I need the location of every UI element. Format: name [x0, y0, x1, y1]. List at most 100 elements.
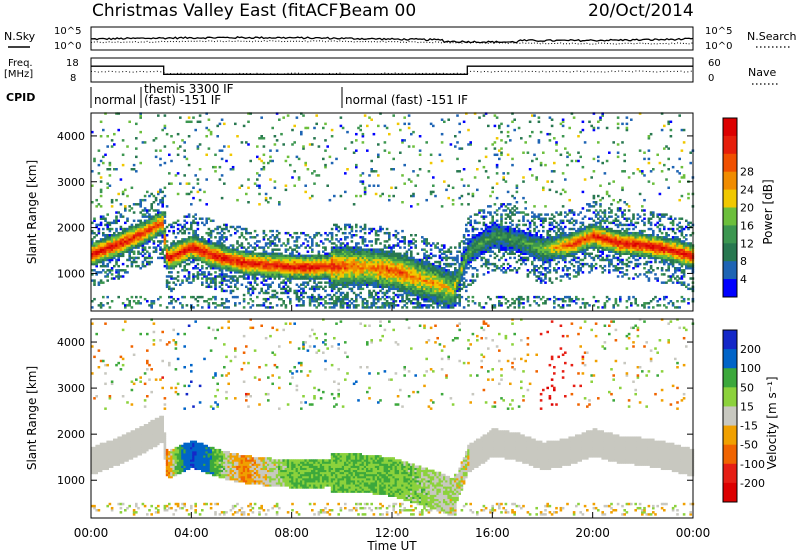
power-cell — [102, 250, 105, 253]
power-cell — [218, 149, 222, 152]
power-cell — [121, 139, 125, 142]
power-cell — [339, 287, 343, 291]
power-cell — [392, 281, 395, 284]
power-cell — [462, 273, 466, 276]
power-cell — [502, 178, 505, 181]
power-cell — [355, 258, 358, 262]
power-cell — [121, 236, 125, 239]
power-cell — [374, 256, 378, 260]
power-cell — [368, 254, 371, 258]
power-cell — [181, 240, 184, 243]
power-cell — [500, 246, 503, 249]
power-cell — [458, 271, 461, 274]
power-cell — [231, 254, 235, 258]
power-cell — [381, 250, 384, 253]
power-cell — [339, 291, 343, 295]
power-cell — [493, 231, 497, 235]
power-cell — [517, 211, 521, 214]
power-cell — [256, 304, 259, 307]
power-cell — [108, 161, 112, 165]
power-cell — [405, 281, 409, 284]
power-cell — [337, 260, 340, 264]
power-cell — [434, 273, 437, 276]
power-cell — [469, 283, 472, 286]
power-cell — [511, 229, 514, 233]
power-cell — [306, 273, 310, 276]
power-cell — [515, 248, 519, 251]
power-cell — [139, 231, 142, 235]
power-cell — [418, 271, 422, 274]
power-cell — [218, 304, 222, 307]
power-cell — [440, 277, 444, 280]
power-cell — [225, 262, 228, 266]
power-cell — [328, 252, 332, 256]
power-cell — [205, 246, 208, 249]
power-cell — [451, 291, 455, 295]
power-cell — [172, 254, 175, 258]
power-cell — [93, 279, 96, 282]
power-cell — [344, 147, 347, 150]
power-cell — [328, 258, 332, 262]
power-cell — [427, 295, 431, 299]
power-cell — [300, 291, 303, 295]
power-cell — [306, 283, 310, 286]
power-cell — [249, 283, 252, 286]
power-cell — [330, 260, 334, 264]
power-cell — [225, 236, 228, 239]
power-cell — [361, 132, 365, 136]
power-cell — [187, 120, 191, 124]
power-cell — [355, 267, 358, 270]
power-cell — [198, 143, 202, 146]
power-cell — [412, 194, 415, 198]
power-cell — [183, 231, 186, 235]
power-cell — [174, 242, 178, 245]
power-cell — [509, 240, 512, 243]
power-cell — [407, 289, 411, 293]
power-cell — [311, 238, 314, 241]
power-cell — [267, 242, 270, 245]
power-cell — [311, 194, 314, 198]
power-cell — [275, 256, 279, 260]
power-cell — [513, 209, 516, 212]
power-cell — [194, 297, 197, 301]
power-cell — [108, 254, 112, 258]
power-cell — [130, 238, 134, 241]
power-cell — [130, 223, 134, 227]
power-cell — [192, 256, 195, 260]
power-cell — [454, 273, 457, 276]
nave-tick-top: 60 — [708, 58, 721, 69]
power-cell — [99, 246, 103, 249]
power-cell — [229, 254, 233, 258]
power-cell — [242, 269, 246, 272]
power-cell — [500, 264, 503, 268]
power-cell — [383, 246, 387, 249]
power-cell — [93, 258, 96, 262]
power-cell — [392, 252, 395, 256]
power-cell — [242, 236, 246, 239]
power-cell — [236, 198, 239, 202]
power-cell — [183, 264, 186, 268]
power-cell — [390, 250, 393, 253]
power-cell — [467, 252, 470, 256]
power-cell — [454, 304, 457, 307]
power-cell — [319, 264, 323, 268]
power-cell — [438, 291, 442, 295]
power-cell — [207, 262, 211, 266]
power-cell — [183, 248, 186, 251]
power-cell — [99, 190, 103, 194]
power-cell — [269, 178, 272, 181]
power-cell — [218, 248, 222, 251]
power-cell — [379, 273, 382, 276]
power-cell — [449, 291, 453, 295]
power-cell — [163, 256, 167, 260]
power-cell — [403, 242, 406, 245]
power-cell — [289, 300, 292, 303]
power-cell — [181, 242, 184, 245]
power-cell — [399, 275, 402, 278]
power-cell — [249, 231, 252, 235]
power-cell — [242, 273, 246, 276]
power-cell — [491, 240, 494, 243]
power-cell — [93, 250, 96, 253]
power-cell — [414, 293, 417, 297]
power-cell — [436, 297, 439, 301]
